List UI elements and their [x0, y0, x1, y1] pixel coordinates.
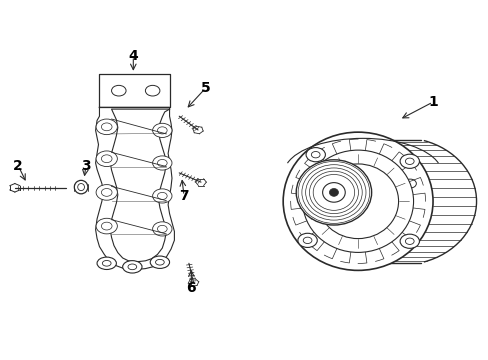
Ellipse shape: [101, 155, 112, 163]
Text: 6: 6: [186, 281, 196, 295]
Ellipse shape: [157, 127, 167, 134]
Ellipse shape: [303, 237, 311, 244]
Polygon shape: [95, 107, 169, 270]
Ellipse shape: [101, 123, 112, 131]
Ellipse shape: [157, 225, 167, 233]
Ellipse shape: [96, 151, 117, 167]
Ellipse shape: [152, 222, 172, 236]
Ellipse shape: [311, 152, 320, 158]
Ellipse shape: [74, 180, 88, 194]
Ellipse shape: [152, 189, 172, 203]
Ellipse shape: [405, 158, 413, 165]
Ellipse shape: [305, 148, 325, 162]
Ellipse shape: [111, 85, 126, 96]
Ellipse shape: [145, 85, 160, 96]
Ellipse shape: [96, 218, 117, 234]
Text: 4: 4: [128, 49, 138, 63]
Ellipse shape: [128, 264, 137, 270]
Polygon shape: [134, 109, 174, 269]
Ellipse shape: [155, 260, 164, 265]
Ellipse shape: [296, 160, 371, 225]
Ellipse shape: [399, 154, 419, 168]
Ellipse shape: [283, 132, 432, 270]
Text: 1: 1: [427, 95, 437, 109]
Ellipse shape: [122, 261, 142, 273]
Ellipse shape: [96, 119, 117, 135]
Text: 2: 2: [13, 159, 23, 173]
Ellipse shape: [297, 233, 317, 247]
Ellipse shape: [302, 150, 413, 252]
Ellipse shape: [102, 260, 111, 266]
Ellipse shape: [101, 189, 112, 196]
Ellipse shape: [317, 164, 398, 239]
Ellipse shape: [157, 159, 167, 167]
Polygon shape: [99, 74, 169, 107]
Ellipse shape: [399, 234, 419, 248]
Ellipse shape: [322, 183, 345, 202]
Text: 5: 5: [201, 81, 210, 95]
Text: 7: 7: [179, 189, 188, 203]
Ellipse shape: [150, 256, 169, 269]
Ellipse shape: [78, 184, 84, 191]
Text: 3: 3: [81, 159, 91, 173]
Ellipse shape: [96, 185, 117, 200]
Ellipse shape: [152, 123, 172, 138]
Ellipse shape: [157, 192, 167, 199]
Ellipse shape: [404, 179, 415, 188]
Ellipse shape: [152, 156, 172, 170]
Ellipse shape: [97, 257, 116, 270]
Ellipse shape: [101, 222, 112, 230]
Ellipse shape: [329, 189, 338, 196]
Ellipse shape: [405, 238, 413, 244]
